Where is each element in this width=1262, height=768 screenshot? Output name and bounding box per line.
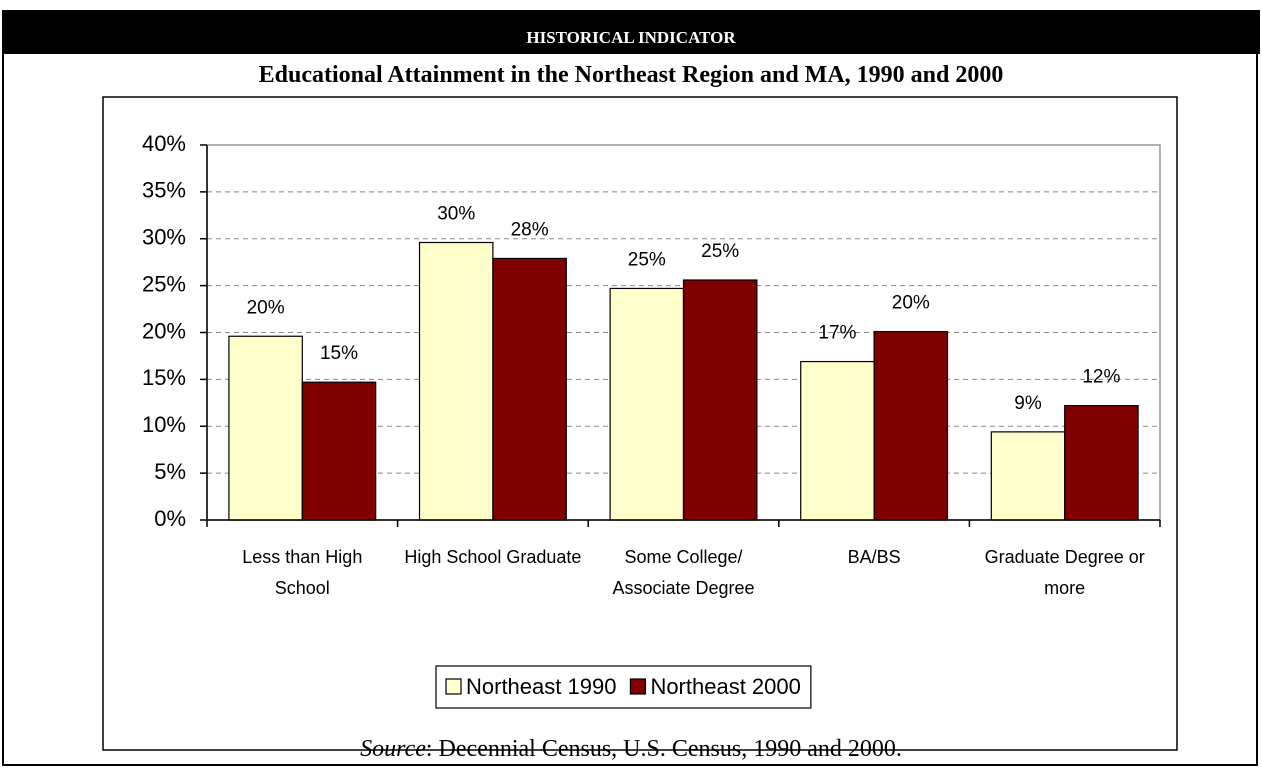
value-label: 17% <box>818 323 856 344</box>
legend-swatch <box>629 678 647 695</box>
chart-box <box>102 96 1178 751</box>
legend-label: Northeast 2000 <box>650 674 800 699</box>
legend-swatch <box>445 678 462 695</box>
bar <box>492 257 567 521</box>
x-tick-label: Less than High School <box>242 547 363 598</box>
x-tick-label: BA/BS <box>847 547 901 567</box>
bar <box>990 431 1066 521</box>
bar <box>301 381 377 521</box>
legend-label: Northeast 1990 <box>466 674 616 699</box>
value-label: 20% <box>247 297 285 318</box>
bar <box>418 241 494 521</box>
y-tick-label: 5% <box>154 459 186 484</box>
value-label: 15% <box>320 343 358 364</box>
y-tick-label: 10% <box>142 412 186 437</box>
value-label: 25% <box>701 241 739 262</box>
y-tick-label: 30% <box>142 225 186 250</box>
y-tick-label: 35% <box>142 178 186 203</box>
chart-title: Educational Attainment in the Northeast … <box>258 62 1004 88</box>
header: HISTORICAL INDICATOR <box>2 10 1260 54</box>
y-tick-label: 20% <box>142 318 186 343</box>
value-label: 28% <box>511 219 549 240</box>
x-tick-label: High School Graduate <box>404 547 582 567</box>
legend-box <box>435 665 812 709</box>
bar <box>609 287 685 521</box>
x-tick-label: Some College/ Associate Degree <box>612 547 755 598</box>
value-label: 20% <box>892 293 930 314</box>
y-tick-label: 15% <box>142 365 186 390</box>
source-text: : Decennial Census, U.S. Census, 1990 an… <box>425 736 902 762</box>
y-tick-label: 40% <box>142 131 186 156</box>
frame <box>2 10 1258 766</box>
y-tick-label: 0% <box>154 506 186 531</box>
value-label: 12% <box>1082 367 1120 388</box>
bar <box>228 335 303 521</box>
bar <box>873 330 949 521</box>
bar <box>800 360 875 521</box>
source-label: Source <box>360 736 426 762</box>
bar <box>682 279 758 521</box>
value-label: 25% <box>628 249 666 270</box>
y-tick-label: 25% <box>142 271 186 296</box>
value-label: 9% <box>1014 393 1042 414</box>
x-tick-label: Graduate Degree or more <box>984 547 1145 598</box>
bar <box>1064 405 1139 521</box>
legend: Northeast 1990 Northeast 2000 <box>435 665 812 709</box>
value-label: 30% <box>437 204 475 225</box>
source: Source: Decennial Census, U.S. Census, 1… <box>0 736 1262 763</box>
